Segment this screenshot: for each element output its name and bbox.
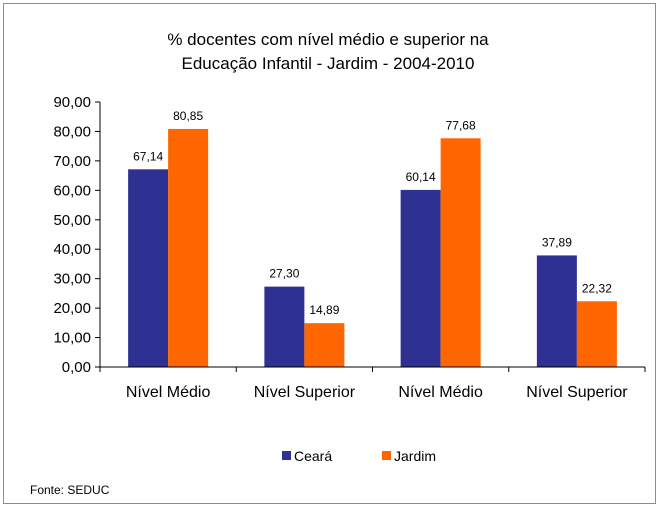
x-category-label: Nível Superior [526, 384, 628, 401]
bar-chart: % docentes com nível médio e superior na… [30, 30, 646, 497]
source-note: Fonte: SEDUC [30, 483, 110, 497]
bar-ceara [128, 169, 169, 367]
bars: 67,14 80,85 27,30 14,89 60,14 77,68 37,89 22,32 [128, 109, 617, 367]
y-tick-label: 40,00 [53, 241, 91, 258]
chart-title-line-1: % docentes com nível médio e superior na [167, 30, 489, 49]
bar-jardim [304, 323, 345, 367]
data-label: 22,32 [582, 281, 612, 295]
x-category-label: Nível Médio [398, 384, 483, 401]
legend-label-ceara: Ceará [294, 448, 332, 464]
data-label: 14,89 [309, 303, 339, 317]
bar-ceara [400, 189, 441, 367]
legend: Ceará Jardim [282, 448, 436, 464]
y-tick-label: 50,00 [53, 212, 91, 229]
legend-label-jardim: Jardim [394, 448, 436, 464]
y-tick-label: 10,00 [53, 330, 91, 347]
data-label: 27,30 [269, 267, 299, 281]
bar-jardim [576, 301, 617, 367]
data-label: 77,68 [446, 118, 476, 132]
x-category-label: Nível Médio [126, 384, 211, 401]
x-axis: Nível Médio Nível Superior Nível Médio Níve… [99, 366, 646, 401]
data-label: 60,14 [406, 170, 436, 184]
chart-title-line-2: Educação Infantil - Jardim - 2004-2010 [182, 54, 475, 73]
x-category-label: Nível Superior [254, 384, 356, 401]
legend-swatch-jardim [382, 451, 391, 460]
y-tick-label: 70,00 [53, 153, 91, 170]
bar-ceara [536, 255, 577, 367]
y-tick-label: 20,00 [53, 300, 91, 317]
data-label: 67,14 [133, 149, 163, 163]
bar-jardim [168, 128, 209, 367]
data-label: 80,85 [173, 109, 203, 123]
data-label: 37,89 [542, 235, 572, 249]
y-tick-label: 90,00 [53, 94, 91, 111]
y-tick-label: 0,00 [62, 359, 91, 376]
y-axis: 0,00 10,00 20,00 30,00 40,00 50,00 60,00 70,00 8… [53, 94, 101, 376]
chart-frame: % docentes com nível médio e superior na… [3, 3, 656, 504]
y-tick-label: 80,00 [53, 123, 91, 140]
y-tick-label: 60,00 [53, 182, 91, 199]
y-tick-label: 30,00 [53, 271, 91, 288]
bar-ceara [264, 286, 305, 367]
legend-swatch-ceara [282, 451, 291, 460]
bar-jardim [440, 138, 481, 367]
